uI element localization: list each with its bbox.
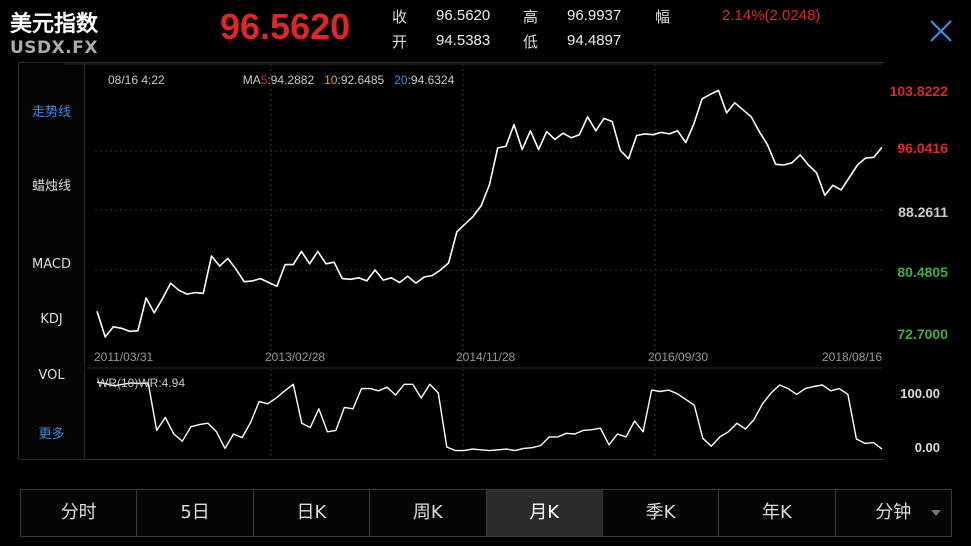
current-price: 96.5620 [220, 6, 351, 47]
low-label: 低 [523, 33, 539, 51]
y-tick-label: 88.2611 [898, 204, 948, 220]
wr-tick-label: 100.00 [900, 386, 940, 401]
tab-quarterly[interactable]: 季K [603, 490, 720, 536]
tab-minute[interactable]: 分钟 [836, 490, 951, 536]
high-label: 高 [523, 8, 539, 26]
period-tabs: 分时 5日 日K 周K 月K 季K 年K 分钟 [20, 489, 952, 537]
ma5-num: 5 [260, 73, 268, 87]
chevron-down-icon [931, 510, 941, 516]
ma20-num: 20 [394, 73, 408, 87]
ma20-value: :94.6324 [407, 73, 455, 87]
ma5-value: :94.2882 [267, 73, 315, 87]
y-tick-label: 103.8222 [889, 83, 948, 99]
menu-item-more[interactable]: 更多 [38, 427, 65, 442]
indicator-menu: 走势线 蜡烛线 MACD KDJ VOL 更多 [18, 62, 85, 460]
wr-tick-label: 0.00 [914, 440, 940, 455]
open-label: 开 [392, 33, 408, 51]
tab-intraday[interactable]: 分时 [21, 490, 138, 536]
wr-line [96, 381, 883, 452]
x-tick-label: 2011/03/31 [94, 350, 154, 364]
y-tick-label: 80.4805 [897, 264, 948, 280]
tab-5day[interactable]: 5日 [137, 490, 254, 536]
index-title: 美元指数 [10, 12, 99, 37]
menu-item-macd[interactable]: MACD [32, 257, 71, 272]
x-tick-label: 2013/02/28 [265, 350, 326, 364]
tab-monthly[interactable]: 月K [486, 490, 603, 536]
low-value: 94.4897 [567, 32, 622, 49]
tab-weekly[interactable]: 周K [370, 490, 487, 536]
tab-minute-label: 分钟 [875, 502, 912, 523]
change-value: 2.14%(2.0248) [722, 7, 821, 24]
close-icon[interactable] [926, 16, 956, 46]
close-label: 收 [392, 8, 408, 26]
close-value: 96.5620 [436, 7, 491, 24]
tab-yearly[interactable]: 年K [719, 490, 836, 536]
ma10-num: 10 [324, 73, 338, 87]
price-line [96, 89, 883, 338]
x-tick-label: 2018/08/16 [822, 350, 883, 364]
menu-item-kdj[interactable]: KDJ [40, 312, 63, 327]
menu-item-trend-line[interactable]: 走势线 [31, 105, 71, 120]
y-tick-label: 72.7000 [897, 326, 948, 342]
y-tick-label: 96.0416 [897, 140, 948, 156]
tab-daily[interactable]: 日K [254, 490, 371, 536]
chart-area[interactable] [86, 62, 884, 460]
menu-item-candlestick[interactable]: 蜡烛线 [31, 179, 71, 194]
menu-item-vol[interactable]: VOL [38, 368, 65, 383]
ma5-prefix: MA [242, 73, 261, 87]
ma-legend: 08/16 4:22 MA5:94.2882 10:92.6485 20:94.632… [108, 73, 464, 87]
ma10-value: :92.6485 [337, 73, 385, 87]
crosshair-date: 08/16 4:22 [108, 73, 165, 87]
x-tick-label: 2016/09/30 [648, 350, 709, 364]
high-value: 96.9937 [567, 7, 622, 24]
x-tick-label: 2014/11/28 [456, 350, 516, 364]
symbol-code: USDX.FX [10, 38, 98, 58]
change-label: 幅 [655, 8, 671, 26]
open-value: 94.5383 [436, 32, 491, 49]
wr-label: WR(10)WR:4.94 [97, 376, 186, 390]
